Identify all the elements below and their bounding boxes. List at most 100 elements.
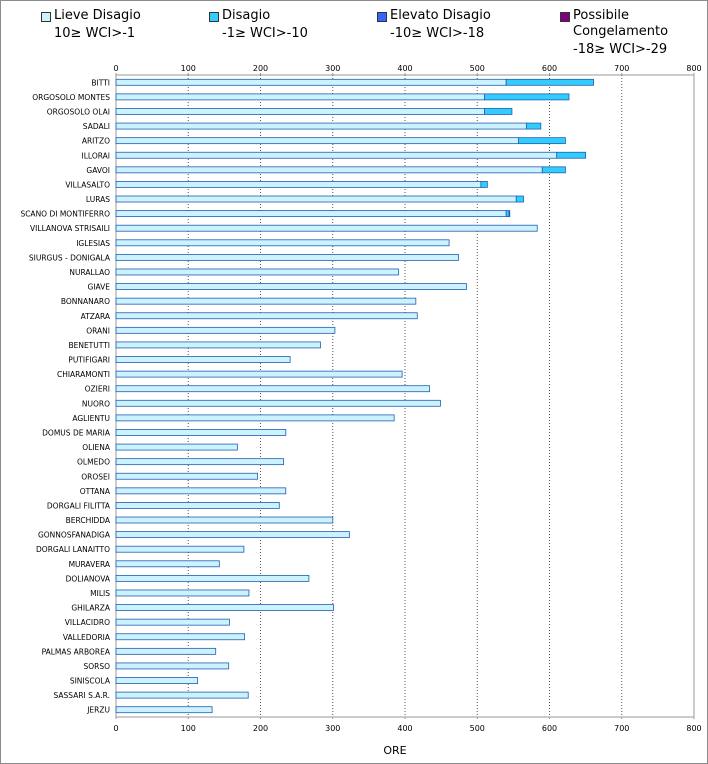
- bar-segment: [556, 151, 587, 159]
- category-label: DORGALI LANAITTO: [36, 545, 110, 554]
- x-tick-label-top: 500: [470, 64, 485, 73]
- category-label: DORGALI FILITTA: [47, 501, 111, 510]
- bar-segment: [115, 414, 395, 422]
- category-label: LURAS: [86, 195, 110, 204]
- bar-segment: [518, 137, 566, 145]
- category-label: GIAVE: [87, 283, 110, 292]
- bar-segment: [115, 560, 220, 568]
- bar-segment: [115, 458, 285, 466]
- category-label: VILLANOVA STRISAILI: [30, 224, 110, 233]
- category-label: JERZU: [86, 706, 110, 715]
- category-label: NURALLAO: [69, 268, 110, 277]
- legend-range: 10≥ WCI>-1: [54, 26, 136, 41]
- category-label: BENETUTTI: [68, 341, 110, 350]
- bar-segment: [115, 370, 403, 378]
- x-tick-label-bottom: 800: [686, 724, 701, 733]
- bar-segment: [115, 195, 517, 203]
- x-tick-label-bottom: 600: [542, 724, 557, 733]
- category-label: OROSEI: [81, 472, 110, 481]
- bar-segment: [115, 545, 245, 553]
- bar-segment: [115, 574, 310, 582]
- legend-range: -10≥ WCI>-18: [390, 26, 485, 41]
- category-labels: BITTI ORGOSOLO MONTES ORGOSOLO OLAI SADALI A…: [20, 78, 110, 714]
- bar-segment: [115, 210, 507, 218]
- x-tick-label-top: 300: [325, 64, 340, 73]
- bar-segment: [115, 356, 291, 363]
- x-tick-label-top: 700: [614, 64, 629, 73]
- legend-swatch-disagio: [209, 12, 219, 22]
- bar-segment: [115, 633, 246, 641]
- bar-segment: [115, 399, 441, 407]
- legend-swatch-elevato-disagio: [377, 12, 387, 22]
- category-label: OLMEDO: [77, 458, 110, 467]
- category-label: PALMAS ARBOREA: [42, 647, 111, 656]
- bar-segment: [484, 93, 570, 101]
- axes: [115, 73, 695, 719]
- category-label: CHIARAMONTI: [57, 370, 110, 379]
- bar-segment: [484, 108, 513, 115]
- category-label: IGLESIAS: [76, 239, 110, 248]
- tick-labels: 0 0 100 100 200 200 300 300 400 400 500 500 600 600 70…: [113, 64, 701, 733]
- category-label: BITTI: [91, 78, 110, 87]
- category-label: SCANO DI MONTIFERRO: [20, 210, 110, 219]
- bar-segment: [115, 268, 399, 276]
- category-label: OTTANA: [80, 487, 111, 496]
- bar-segment: [115, 706, 213, 714]
- bar-segment: [115, 151, 558, 159]
- legend-swatch-lieve-disagio: [41, 12, 51, 22]
- category-label: SINISCOLA: [70, 677, 111, 686]
- bars: [115, 78, 594, 714]
- bar-segment: [115, 677, 199, 684]
- category-label: SIURGUS - DONIGALA: [29, 253, 111, 262]
- bar-segment: [115, 166, 543, 174]
- bar-segment: [115, 531, 350, 539]
- bar-segment: [115, 429, 287, 436]
- bar-segment: [115, 239, 450, 247]
- x-tick-label-bottom: 700: [614, 724, 629, 733]
- category-label: GONNOSFANADIGA: [38, 531, 111, 540]
- category-label: SASSARI S.A.R.: [54, 691, 110, 700]
- x-tick-label-top: 800: [686, 64, 701, 73]
- category-label: OLIENA: [82, 443, 111, 452]
- grid-lines: [187, 75, 623, 717]
- legend-range: -18≥ WCI>-29: [573, 42, 668, 57]
- bar-segment: [115, 502, 280, 509]
- bar-segment: [505, 78, 594, 86]
- x-tick-label-bottom: 400: [397, 724, 412, 733]
- x-tick-label-bottom: 0: [113, 724, 118, 733]
- bar-segment: [480, 181, 488, 188]
- x-tick-label-top: 400: [397, 64, 412, 73]
- category-label: ORGOSOLO OLAI: [47, 107, 110, 116]
- x-tick-label-top: 600: [542, 64, 557, 73]
- bar-segment: [525, 122, 542, 130]
- category-label: VALLEDORIA: [63, 633, 111, 642]
- category-label: ORANI: [86, 326, 110, 335]
- category-label: VILLASALTO: [65, 180, 110, 189]
- bar-segment: [115, 691, 249, 699]
- legend-swatch-possibile-congelamento: [560, 12, 570, 22]
- x-tick-label-bottom: 500: [470, 724, 485, 733]
- bar-segment: [115, 662, 230, 670]
- bar-segment: [115, 224, 538, 232]
- category-label: BERCHIDDA: [66, 516, 111, 525]
- bar-segment: [115, 253, 459, 261]
- category-label: PUTIFIGARI: [68, 356, 110, 365]
- bar-segment: [115, 78, 507, 86]
- bar-segment: [508, 210, 511, 218]
- category-label: NUORO: [82, 399, 110, 408]
- bar-segment: [115, 443, 238, 451]
- x-tick-label-top: 100: [181, 64, 196, 73]
- category-label: OZIERI: [85, 385, 110, 394]
- bar-segment: [115, 122, 527, 130]
- category-label: SORSO: [83, 662, 110, 671]
- category-label: ILLORAI: [82, 151, 110, 160]
- bar-segment: [115, 283, 467, 290]
- category-label: ORGOSOLO MONTES: [32, 93, 110, 102]
- category-label: GHILARZA: [71, 604, 110, 613]
- bar-segment: [505, 210, 510, 218]
- legend-label: Elevato Disagio: [390, 8, 491, 23]
- x-tick-label-top: 0: [113, 64, 118, 73]
- bar-segment: [115, 341, 321, 349]
- category-label: SADALI: [83, 122, 110, 131]
